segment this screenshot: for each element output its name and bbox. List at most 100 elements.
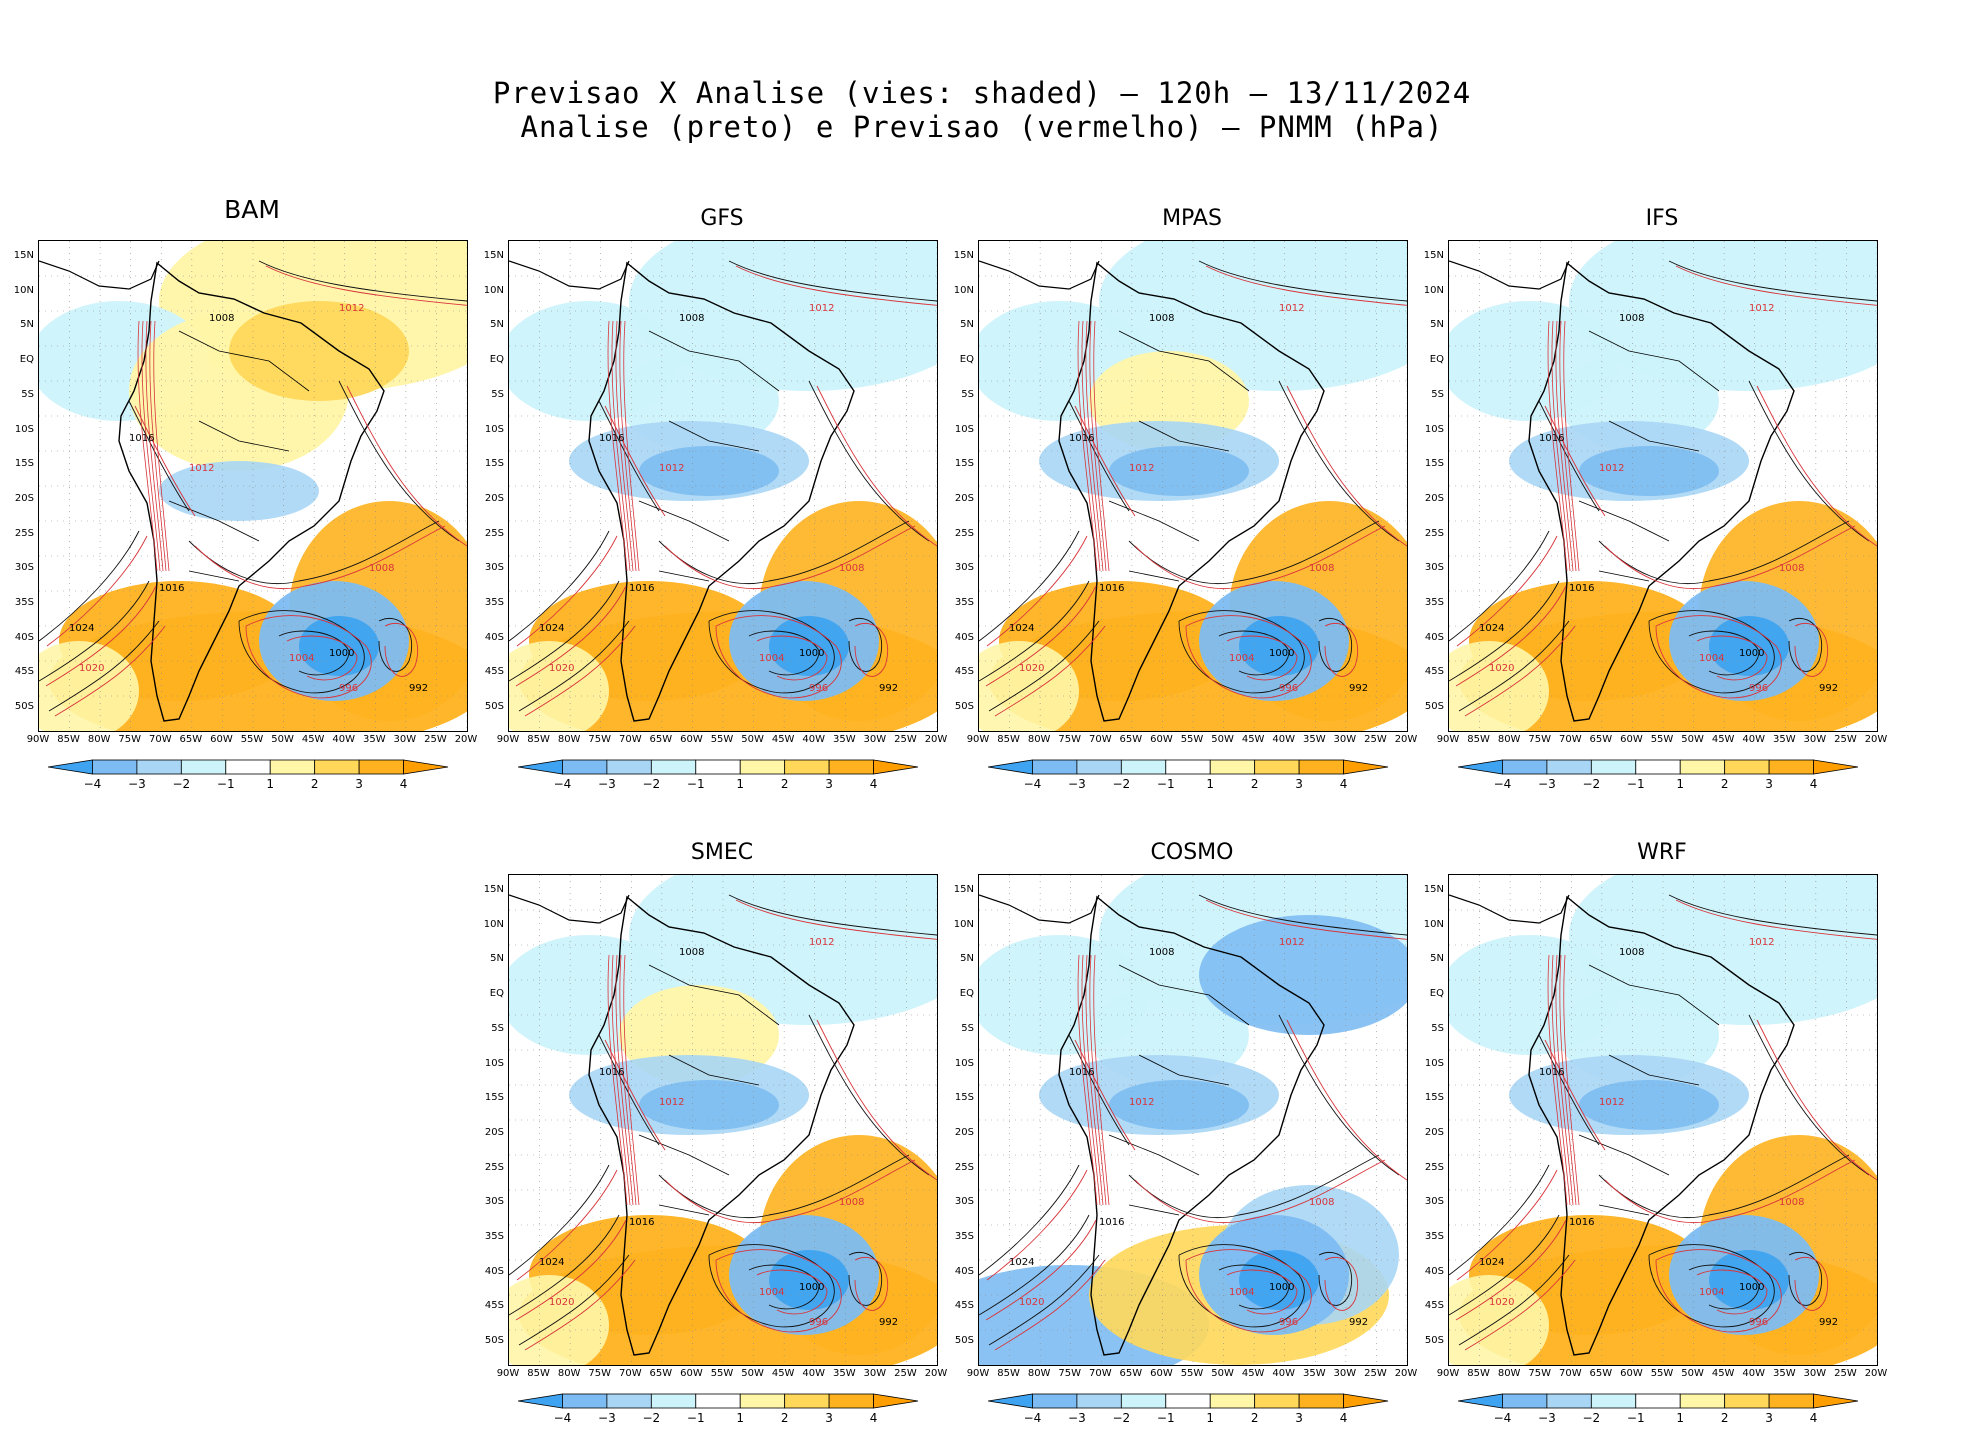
colorbar-label: −3	[1538, 777, 1556, 791]
latitude-label: 35S	[1424, 1231, 1444, 1242]
longitude-label: 75W	[1058, 734, 1082, 745]
map-frame: 1024 1020 1016 1012 1008 1004 1000 996 992 1008 10…	[508, 240, 938, 732]
longitude-label: 85W	[527, 1368, 550, 1379]
latitude-label: 15S	[954, 1092, 974, 1104]
amazon-warm-core	[229, 301, 409, 401]
contour-label: 1016	[1539, 1067, 1564, 1078]
latitude-label: 40S	[1424, 631, 1444, 643]
analysis-isobar	[1128, 1154, 1380, 1219]
colorbar-segment	[1120, 1393, 1167, 1409]
forecast-isobar	[515, 585, 627, 687]
longitude-label: 40W	[332, 734, 356, 745]
forecast-isobar	[1455, 585, 1567, 687]
longitude-label: 85W	[527, 734, 550, 745]
latitude-label: 40S	[954, 631, 974, 643]
coastline-south-america	[1058, 895, 1325, 1356]
longitude-label: 35W	[1302, 734, 1326, 745]
andes-forecast-isobar	[1081, 954, 1101, 1206]
longitude-label: 25W	[1364, 1368, 1387, 1379]
contour-label: 1016	[129, 433, 154, 444]
longitude-label: 55W	[1650, 1368, 1674, 1379]
colorbar-segment	[225, 759, 271, 775]
latitude-label: 50S	[484, 701, 504, 713]
analysis-isobar	[378, 617, 413, 672]
andes-forecast-isobar	[1077, 954, 1098, 1206]
analysis-isobar	[1278, 1014, 1400, 1176]
cyclone-cold-core	[769, 1250, 849, 1310]
forecast-isobar	[1226, 635, 1298, 681]
colorbar-label: 1	[266, 777, 275, 791]
contour-label: 1012	[1279, 937, 1304, 948]
forecast-isobar	[756, 635, 828, 681]
contour-label: 1004	[1699, 1287, 1724, 1298]
analysis-isobar	[748, 1264, 820, 1310]
longitude-label: 55W	[710, 1368, 734, 1379]
analysis-isobar	[1748, 1014, 1870, 1176]
analysis-isobar	[1449, 530, 1550, 642]
latitude-label: 10S	[484, 1057, 504, 1069]
longitude-label: 65W	[179, 734, 203, 745]
analysis-isobar	[1318, 1251, 1353, 1306]
colorbar-segment	[695, 1393, 741, 1409]
latitude-label: 5S	[1431, 1022, 1444, 1034]
colorbar-label: 4	[399, 777, 408, 791]
country-borders	[1108, 330, 1250, 582]
andes-forecast-isobar	[1551, 954, 1571, 1206]
colorbar-label: −3	[1068, 1411, 1086, 1425]
latitude-label: 35S	[484, 1231, 504, 1242]
longitude-label: 55W	[240, 734, 264, 745]
latitude-label: 40S	[954, 1265, 974, 1277]
longitude-label: 70W	[1088, 734, 1112, 745]
colorbar-segment	[828, 1393, 874, 1409]
central-cold-core	[1109, 1080, 1249, 1130]
andes-forecast-isobar	[607, 320, 628, 572]
longitude-label: 30W	[1333, 1368, 1357, 1379]
andes-forecast-isobar	[1563, 320, 1580, 572]
latitude-label: 10N	[953, 918, 974, 930]
analysis-isobar	[1668, 260, 1877, 302]
colorbar-label: 3	[1295, 1411, 1303, 1425]
latitude-label: 5S	[491, 388, 504, 400]
latitude-label: 5S	[1431, 388, 1444, 400]
contour-label: 1008	[839, 563, 864, 574]
colorbar-label: −2	[1582, 1411, 1601, 1425]
contour-label: 1016	[1069, 1067, 1094, 1078]
cyclone-cold-core	[1239, 616, 1319, 676]
coastline-central-america	[979, 894, 1100, 924]
longitude-label: 45W	[1711, 1368, 1735, 1379]
longitude-label: 55W	[1180, 1368, 1204, 1379]
colorbar-label: 1	[736, 1411, 745, 1425]
latitude-label: 25S	[1424, 527, 1444, 539]
latitude-label: 50S	[954, 1335, 974, 1347]
andes-forecast-isobar	[619, 320, 637, 572]
longitude-label: 80W	[1027, 1368, 1051, 1379]
colorbar-label: −4	[1023, 1411, 1042, 1425]
latitude-label: 25S	[484, 1161, 504, 1173]
coastline-south-america	[588, 895, 855, 1356]
colorbar-segment	[1076, 759, 1122, 775]
latitude-label: 45S	[1424, 666, 1444, 678]
colorbar-left-arrow	[1458, 759, 1503, 775]
longitude-label: 20W	[1864, 1368, 1888, 1379]
colorbar-label: 2	[780, 777, 789, 791]
analysis-isobar	[1178, 1244, 1305, 1328]
colorbar-segment	[739, 1393, 786, 1409]
longitude-label: 45W	[301, 734, 325, 745]
latitude-label: 15S	[484, 1092, 504, 1104]
colorbar-label: 2	[1720, 1411, 1729, 1425]
panel-title: IFS	[1645, 206, 1679, 231]
forecast-isobar	[994, 625, 1106, 717]
latitude-label: 45S	[484, 1300, 504, 1312]
contour-label: 1012	[1599, 1097, 1624, 1108]
andes-forecast-isobar	[1547, 954, 1568, 1206]
forecast-isobar	[524, 625, 636, 717]
forecast-isobar	[54, 625, 166, 717]
andes-forecast-isobar	[1077, 320, 1098, 572]
longitude-label: 55W	[710, 734, 734, 745]
contour-label: 1020	[549, 1297, 574, 1308]
forecast-isobar	[1464, 1259, 1576, 1351]
analysis-isobar	[1458, 620, 1570, 712]
panel-title: GFS	[700, 206, 744, 231]
forecast-isobar	[516, 535, 618, 647]
longitude-label: 85W	[1467, 734, 1490, 745]
